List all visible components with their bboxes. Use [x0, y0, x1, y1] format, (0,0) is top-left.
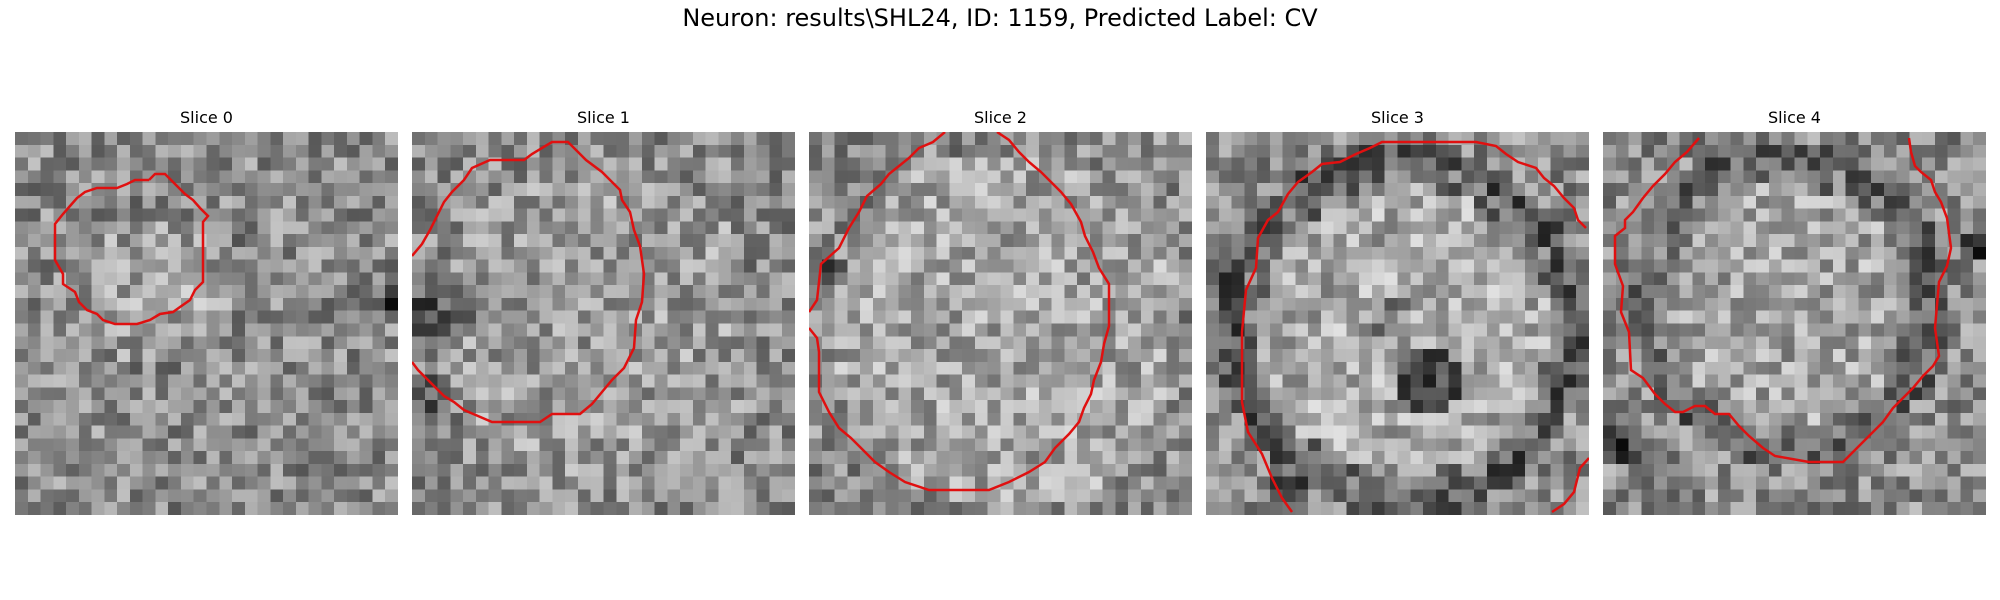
- roi-contour: [1240, 140, 1587, 513]
- grayscale-slice-image: [1603, 132, 1986, 515]
- slice-image: [15, 132, 398, 515]
- slice-title: Slice 4: [1768, 108, 1821, 127]
- slice-image: [809, 132, 1192, 515]
- slice-title: Slice 0: [180, 108, 233, 127]
- roi-contour: [412, 140, 646, 424]
- slice-panel-1: Slice 1: [412, 104, 795, 515]
- roi-contour: [53, 172, 210, 326]
- slice-image: [412, 132, 795, 515]
- contour-overlay: [1613, 137, 1953, 464]
- roi-contour: [809, 132, 1111, 492]
- roi-contour: [1613, 137, 1953, 464]
- slice-panel-3: Slice 3: [1206, 104, 1589, 515]
- contour-overlay: [809, 132, 1111, 492]
- contour-overlay: [53, 172, 210, 326]
- grayscale-slice-image: [1206, 132, 1589, 515]
- slice-panel-0: Slice 0: [15, 104, 398, 515]
- slice-image: [1603, 132, 1986, 515]
- slice-panel-2: Slice 2: [809, 104, 1192, 515]
- slice-title: Slice 3: [1371, 108, 1424, 127]
- figure-title: Neuron: results\SHL24, ID: 1159, Predict…: [682, 4, 1318, 32]
- roi-contour: [1551, 457, 1589, 514]
- contour-overlay: [1240, 140, 1589, 514]
- roi-contour: [809, 132, 946, 313]
- slice-title: Slice 2: [974, 108, 1027, 127]
- contour-overlay: [412, 140, 646, 424]
- slice-image: [1206, 132, 1589, 515]
- grayscale-slice-image: [412, 132, 795, 515]
- grayscale-slice-image: [809, 132, 1192, 515]
- slice-title: Slice 1: [577, 108, 630, 127]
- slice-panel-4: Slice 4: [1603, 104, 1986, 515]
